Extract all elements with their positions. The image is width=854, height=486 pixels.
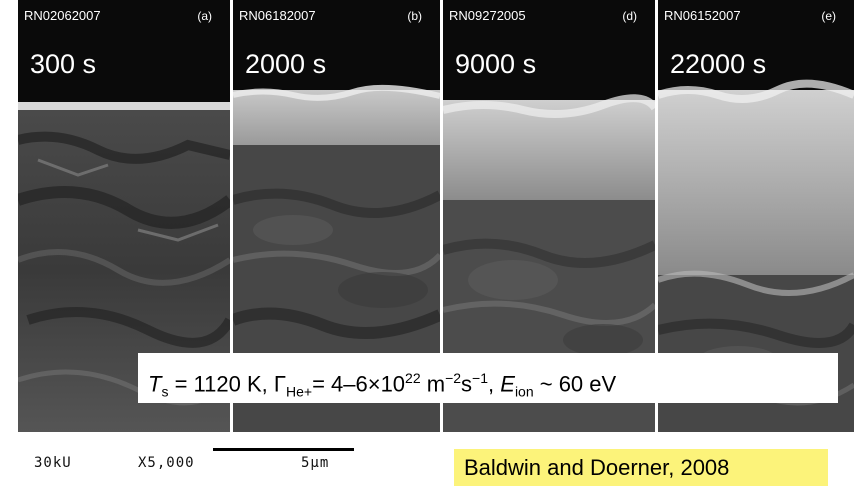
e-subscript: ion: [514, 383, 534, 400]
gamma-subscript: He+: [285, 383, 313, 400]
panel-id: RN09272005: [449, 8, 526, 23]
sem-panel-d: RN09272005 (d) 9000 s: [443, 0, 655, 432]
panel-label: (b): [407, 9, 422, 23]
ts-symbol: T: [148, 371, 162, 397]
ts-subscript: s: [161, 383, 169, 400]
scale-bar: [213, 448, 354, 451]
scale-label: 5µm: [301, 455, 330, 471]
e-value: ~ 60 eV: [533, 371, 617, 397]
panel-separator: [440, 0, 443, 432]
caption-separator: ,: [488, 371, 501, 397]
voltage-readout: 30kU: [34, 455, 72, 471]
gamma-exponent: 22: [405, 370, 421, 386]
panel-separator: [655, 0, 658, 432]
panel-time: 2000 s: [245, 49, 327, 79]
panel-label: (d): [622, 9, 637, 23]
gamma-value: = 4–6×10: [312, 371, 406, 397]
panel-time: 22000 s: [670, 49, 767, 79]
panel-separator: [230, 0, 233, 432]
sem-image-d: [443, 0, 655, 432]
ts-value: = 1120 K,: [168, 371, 274, 397]
credit-label: Baldwin and Doerner, 2008: [454, 449, 828, 486]
panel-id: RN02062007: [24, 8, 101, 23]
panel-label: (e): [821, 9, 836, 23]
gamma-symbol: Γ: [273, 371, 286, 397]
panel-time: 9000 s: [455, 49, 537, 79]
s-unit: s: [461, 371, 473, 397]
m-unit: m: [420, 371, 446, 397]
e-symbol: E: [500, 371, 515, 397]
magnification-readout: X5,000: [138, 455, 195, 471]
exposure-caption: Ts = 1120 K, ΓHe+= 4–6×1022 m−2s−1, Eion…: [138, 353, 838, 403]
m-exponent: −2: [445, 370, 462, 386]
panel-id: RN06182007: [239, 8, 316, 23]
panel-id: RN06152007: [664, 8, 741, 23]
s-exponent: −1: [472, 370, 489, 386]
panel-time: 300 s: [30, 49, 97, 79]
panel-label: (a): [197, 9, 212, 23]
